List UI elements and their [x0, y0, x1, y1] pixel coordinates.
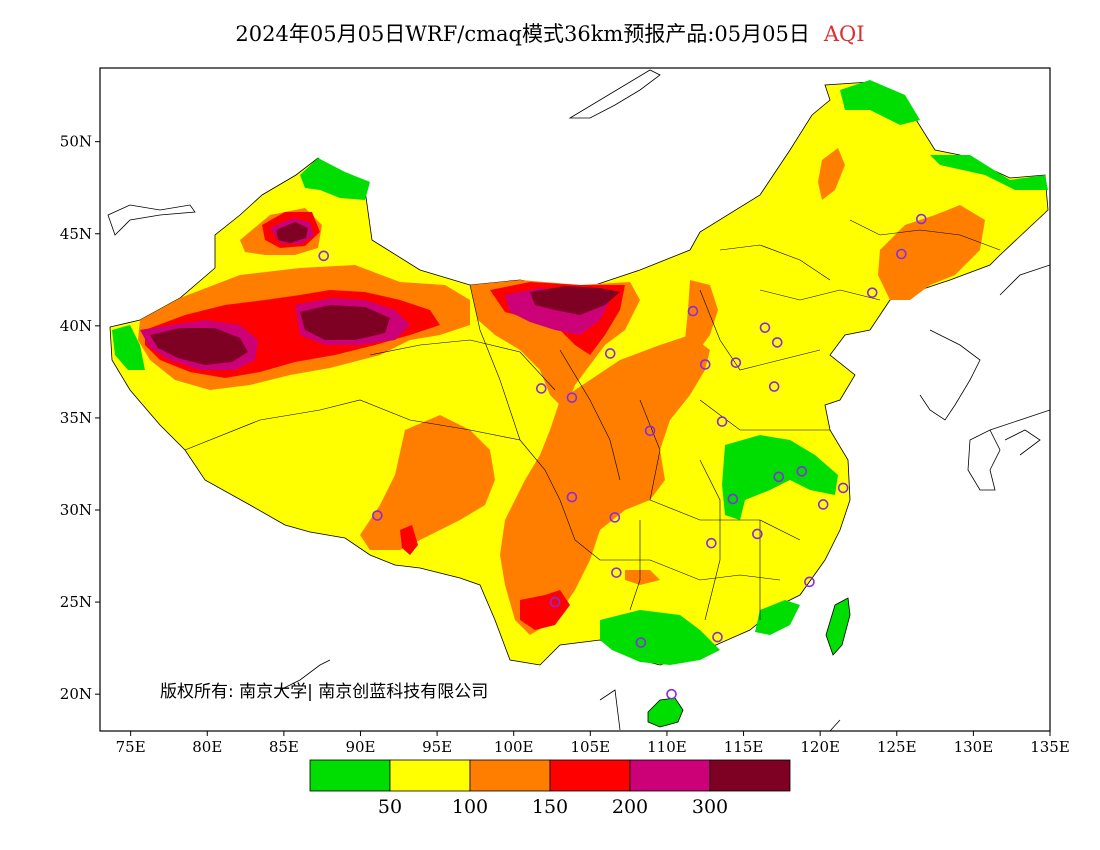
green-zone-west	[112, 325, 145, 370]
station-marker	[773, 471, 785, 483]
station-marker	[687, 305, 699, 317]
x-tick-label: 115E	[724, 738, 764, 756]
station-marker	[699, 359, 711, 370]
orange-zone-neimenggu	[818, 148, 845, 200]
title-main: 2024年05月05日WRF/cmaq模式36km预报产品:05月05日	[235, 22, 810, 46]
station-marker	[752, 528, 763, 540]
station-marker	[730, 357, 742, 368]
x-tick-label: 105E	[571, 738, 611, 756]
x-tick-label: 130E	[954, 738, 994, 756]
orange-zone-central	[500, 335, 710, 635]
map-frame	[99, 67, 1051, 732]
aqi-legend: 50 100 150 200 300	[309, 759, 791, 818]
orange-zone-guangxi	[625, 570, 660, 585]
station-marker	[666, 688, 677, 700]
station-marker	[706, 537, 717, 549]
x-tick-label: 100E	[494, 738, 534, 756]
y-tick-label: 25N	[60, 593, 92, 611]
station-marker	[759, 322, 771, 333]
y-axis: 20N 25N 30N 35N 40N 45N 50N	[60, 133, 100, 703]
orange-zone-northeast	[878, 205, 985, 300]
green-zone-northwest	[300, 158, 370, 200]
maroon-zone-tarim-west	[150, 328, 248, 365]
y-tick-label: 50N	[60, 133, 92, 151]
legend-label: 100	[452, 796, 488, 818]
x-tick-label: 110E	[647, 738, 687, 756]
x-axis: 75E 80E 85E 90E 95E 100E 105E 110E 115E 120E 125E 1…	[116, 731, 1070, 756]
station-marker	[604, 348, 616, 359]
station-marker	[549, 596, 561, 608]
y-tick-label: 45N	[60, 225, 92, 243]
x-tick-label: 75E	[116, 738, 146, 756]
station-marker	[635, 637, 647, 648]
x-tick-label: 80E	[192, 738, 222, 756]
y-tick-label: 40N	[60, 317, 92, 335]
y-tick-label: 20N	[60, 685, 92, 703]
map-layers: 版权所有: 南京大学| 南京创蓝科技有限公司	[107, 69, 1050, 731]
station-marker	[712, 631, 723, 643]
y-tick-label: 30N	[60, 501, 92, 519]
legend-swatch	[309, 759, 391, 792]
station-marker	[866, 287, 878, 298]
station-marker	[372, 510, 383, 521]
legend-swatch	[549, 759, 631, 792]
map-title: 2024年05月05日WRF/cmaq模式36km预报产品:05月05日 AQI	[0, 18, 1100, 48]
title-variable: AQI	[823, 22, 865, 46]
green-zone-anhui	[722, 435, 838, 520]
legend-label: 300	[692, 796, 728, 818]
station-marker	[915, 213, 927, 225]
station-marker	[535, 383, 547, 394]
x-tick-label: 95E	[422, 738, 452, 756]
station-marker	[796, 466, 808, 477]
x-tick-label: 135E	[1030, 738, 1070, 756]
red-zone-tibet-south	[400, 525, 418, 555]
station-marker	[896, 248, 907, 260]
legend-swatch	[469, 759, 551, 792]
x-tick-label: 90E	[345, 738, 375, 756]
province-borders	[184, 219, 1001, 621]
red-zone-yunnan	[520, 590, 570, 630]
monitoring-stations	[318, 213, 927, 700]
x-tick-label: 125E	[877, 738, 917, 756]
legend-swatch	[629, 759, 711, 792]
station-marker	[609, 512, 621, 523]
hainan-island	[647, 697, 684, 728]
station-marker	[817, 499, 829, 510]
station-marker	[771, 337, 783, 348]
green-zone-south	[600, 610, 720, 665]
legend-label: 150	[532, 796, 568, 818]
maroon-zone-alashan	[530, 286, 620, 315]
legend-swatch	[389, 759, 471, 792]
station-marker	[727, 493, 739, 505]
taiwan-island	[825, 597, 851, 656]
station-marker	[611, 567, 622, 578]
station-marker	[804, 576, 815, 588]
green-zone-jilin	[930, 155, 1048, 190]
station-marker	[716, 416, 728, 427]
station-marker	[566, 392, 578, 403]
x-tick-label: 120E	[800, 738, 840, 756]
green-zone-northeast	[840, 80, 920, 125]
green-zone-fujian	[755, 600, 800, 635]
x-tick-label: 85E	[269, 738, 299, 756]
y-tick-label: 35N	[60, 409, 92, 427]
station-marker	[644, 425, 656, 437]
neighbor-coastlines	[107, 69, 1050, 731]
maroon-zone-junggar	[276, 222, 308, 243]
copyright-text: 版权所有: 南京大学| 南京创蓝科技有限公司	[160, 682, 488, 702]
legend-swatch	[709, 759, 791, 792]
station-marker	[837, 482, 849, 494]
legend-label: 200	[612, 796, 648, 818]
orange-zone-tibet	[360, 415, 495, 550]
legend-label: 50	[378, 796, 402, 818]
station-marker	[768, 381, 780, 392]
station-marker	[566, 491, 578, 503]
orange-zone-shanxi	[685, 280, 718, 355]
station-marker	[318, 250, 330, 262]
maroon-zone-tarim-east	[300, 305, 390, 340]
